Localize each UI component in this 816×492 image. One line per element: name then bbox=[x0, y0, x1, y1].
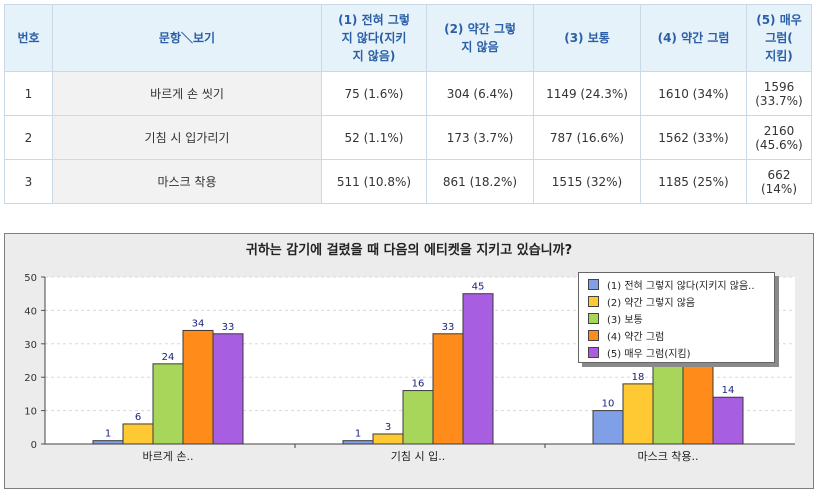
x-category-label: 기침 시 입.. bbox=[391, 450, 445, 463]
bar bbox=[92, 440, 124, 445]
row-cell: 52 (1.1%) bbox=[321, 115, 427, 160]
bar-value-label: 24 bbox=[162, 352, 175, 363]
row-cell: 1562 (33%) bbox=[640, 115, 747, 160]
bar-value-label: 3 bbox=[385, 422, 391, 433]
legend-item: (4) 약간 그럼 bbox=[579, 327, 774, 344]
bar-value-label: 16 bbox=[412, 379, 425, 390]
legend-label: (5) 매우 그럼(지킴) bbox=[607, 349, 691, 360]
row-cell: 511 (10.8%) bbox=[321, 159, 427, 204]
row-cell: 662 (14%) bbox=[746, 159, 812, 204]
chart-panel: 귀하는 감기에 걸렸을 때 다음의 에티켓을 지키고 있습니까? 0 10 20 30… bbox=[4, 233, 814, 489]
bar-value-label: 14 bbox=[722, 385, 735, 396]
legend-item: (2) 약간 그렇지 않음 bbox=[579, 293, 774, 310]
legend-label: (3) 보통 bbox=[607, 315, 643, 326]
row-cell: 2160 (45.6%) bbox=[746, 115, 812, 160]
row-question: 기침 시 입가리기 bbox=[52, 115, 322, 160]
bar bbox=[182, 329, 214, 445]
row-no: 2 bbox=[4, 115, 53, 160]
y-tick-label: 30 bbox=[24, 340, 37, 351]
legend-swatch bbox=[588, 313, 599, 324]
row-cell: 861 (18.2%) bbox=[426, 159, 534, 204]
row-cell: 1596 (33.7%) bbox=[746, 71, 812, 116]
bar-value-label: 10 bbox=[602, 399, 615, 410]
y-tick-label: 20 bbox=[24, 373, 37, 384]
bar bbox=[592, 410, 624, 445]
legend-label: (4) 약간 그럼 bbox=[607, 332, 665, 343]
y-tick-label: 0 bbox=[31, 440, 37, 451]
survey-table: 번호 문항＼보기 (1) 전혀 그렇 지 않다(지키 지 않음) (2) 약간 그렇… bbox=[4, 4, 812, 204]
row-cell: 1610 (34%) bbox=[640, 71, 747, 116]
bar bbox=[212, 333, 244, 445]
bar-value-label: 18 bbox=[632, 372, 645, 383]
x-category-label: 바르게 손.. bbox=[143, 450, 194, 463]
legend-item: (5) 매우 그럼(지킴) bbox=[579, 344, 774, 361]
legend-swatch bbox=[588, 330, 599, 341]
legend-swatch bbox=[588, 347, 599, 358]
row-cell: 787 (16.6%) bbox=[533, 115, 641, 160]
bar-value-label: 1 bbox=[355, 429, 361, 440]
bar bbox=[372, 433, 404, 445]
y-tick-label: 10 bbox=[24, 407, 37, 418]
bar-value-label: 6 bbox=[135, 412, 141, 423]
header-option-4: (4) 약간 그럼 bbox=[640, 4, 747, 72]
bar bbox=[152, 363, 184, 445]
bar bbox=[342, 440, 374, 445]
legend-label: (2) 약간 그렇지 않음 bbox=[607, 298, 696, 309]
legend-item: (1) 전혀 그렇지 않다(지키지 않음.. bbox=[579, 276, 774, 293]
header-option-2: (2) 약간 그렇 지 않음 bbox=[426, 4, 534, 72]
table-row: 2 기침 시 입가리기 52 (1.1%) 173 (3.7%) 787 (16… bbox=[4, 115, 812, 160]
header-option-1: (1) 전혀 그렇 지 않다(지키 지 않음) bbox=[321, 4, 427, 72]
bar-value-label: 1 bbox=[105, 429, 111, 440]
bar-value-label: 45 bbox=[472, 282, 485, 293]
chart-legend: (1) 전혀 그렇지 않다(지키지 않음.. (2) 약간 그렇지 않음 (3) 보… bbox=[578, 272, 775, 363]
header-option-5: (5) 매우 그럼(지킴) bbox=[746, 4, 812, 72]
table-row: 1 바르게 손 씻기 75 (1.6%) 304 (6.4%) 1149 (24… bbox=[4, 71, 812, 116]
y-tick-label: 40 bbox=[24, 306, 37, 317]
legend-label: (1) 전혀 그렇지 않다(지키지 않음.. bbox=[607, 281, 755, 292]
legend-swatch bbox=[588, 279, 599, 290]
header-no: 번호 bbox=[4, 4, 53, 72]
bar-value-label: 33 bbox=[222, 322, 235, 333]
header-option-3: (3) 보통 bbox=[533, 4, 641, 72]
bar bbox=[622, 383, 654, 445]
bar bbox=[462, 293, 494, 445]
bar-value-label: 34 bbox=[192, 318, 205, 329]
x-category-label: 마스크 착용.. bbox=[637, 450, 698, 463]
y-tick-label: 50 bbox=[24, 273, 37, 284]
row-question: 마스크 착용 bbox=[52, 159, 322, 204]
table-header-row: 번호 문항＼보기 (1) 전혀 그렇 지 않다(지키 지 않음) (2) 약간 그렇… bbox=[4, 4, 812, 72]
bar bbox=[402, 390, 434, 445]
row-no: 3 bbox=[4, 159, 53, 204]
row-question: 바르게 손 씻기 bbox=[52, 71, 322, 116]
table-row: 3 마스크 착용 511 (10.8%) 861 (18.2%) 1515 (3… bbox=[4, 159, 812, 204]
row-cell: 1515 (32%) bbox=[533, 159, 641, 204]
legend-swatch bbox=[588, 296, 599, 307]
header-question: 문항＼보기 bbox=[52, 4, 322, 72]
bar bbox=[712, 396, 744, 445]
bar-value-label: 33 bbox=[442, 322, 455, 333]
bar bbox=[432, 333, 464, 445]
bar bbox=[682, 360, 714, 445]
bar bbox=[122, 423, 154, 445]
row-cell: 173 (3.7%) bbox=[426, 115, 534, 160]
chart-title: 귀하는 감기에 걸렸을 때 다음의 에티켓을 지키고 있습니까? bbox=[245, 243, 573, 258]
legend-item: (3) 보통 bbox=[579, 310, 774, 327]
row-no: 1 bbox=[4, 71, 53, 116]
row-cell: 75 (1.6%) bbox=[321, 71, 427, 116]
row-cell: 1149 (24.3%) bbox=[533, 71, 641, 116]
row-cell: 304 (6.4%) bbox=[426, 71, 534, 116]
row-cell: 1185 (25%) bbox=[640, 159, 747, 204]
